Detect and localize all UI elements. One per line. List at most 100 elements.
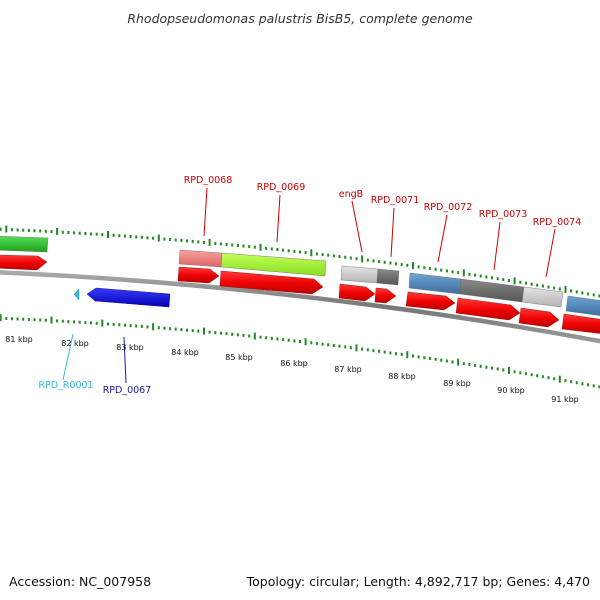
- major-tick: [564, 285, 567, 293]
- minor-tick: [16, 228, 19, 232]
- gene-label-rpd-0074[interactable]: RPD_0074: [533, 217, 582, 228]
- minor-tick: [355, 257, 358, 261]
- minor-tick: [530, 373, 533, 377]
- tick-label: 85 kbp: [225, 353, 253, 362]
- minor-tick: [225, 332, 228, 336]
- minor-tick: [372, 259, 375, 263]
- minor-tick: [513, 370, 516, 374]
- minor-tick: [575, 290, 578, 294]
- gene-label-rpd-0068[interactable]: RPD_0068: [184, 175, 233, 186]
- cds-arrow: [518, 307, 560, 328]
- minor-tick: [157, 326, 160, 330]
- minor-tick: [558, 287, 561, 291]
- minor-tick: [434, 357, 437, 361]
- minor-tick: [27, 318, 30, 321]
- minor-tick: [219, 331, 222, 335]
- minor-tick: [587, 383, 590, 387]
- minor-tick: [248, 245, 251, 249]
- minor-tick: [186, 328, 188, 332]
- minor-tick: [349, 256, 352, 260]
- tick-label: 83 kbp: [116, 343, 144, 352]
- minor-tick: [524, 281, 527, 285]
- minor-tick: [434, 267, 437, 271]
- minor-tick: [174, 238, 177, 242]
- minor-tick: [27, 229, 30, 232]
- gene-label-rpd-0072[interactable]: RPD_0072: [424, 202, 473, 213]
- major-tick: [259, 243, 262, 251]
- minor-tick: [327, 343, 330, 347]
- major-tick: [406, 351, 409, 359]
- gene-label-rpd-0067[interactable]: RPD_0067: [103, 385, 152, 396]
- minor-tick: [491, 276, 493, 280]
- tick-label: 87 kbp: [334, 365, 362, 374]
- minor-tick: [395, 262, 397, 266]
- minor-tick: [231, 332, 234, 336]
- minor-tick: [502, 368, 505, 372]
- minor-tick: [208, 330, 211, 334]
- minor-tick: [587, 292, 590, 296]
- minor-tick: [344, 255, 347, 259]
- minor-tick: [90, 321, 92, 325]
- minor-tick: [231, 243, 234, 247]
- gene-steel-rpd-0072: [408, 272, 462, 295]
- minor-tick: [129, 324, 132, 328]
- minor-tick: [383, 350, 386, 354]
- minor-tick: [519, 371, 522, 375]
- minor-tick: [78, 231, 81, 235]
- leader-rpd-0069: [276, 194, 281, 243]
- minor-tick: [33, 318, 36, 322]
- minor-tick: [564, 379, 567, 383]
- minor-tick: [479, 274, 482, 278]
- minor-tick: [242, 333, 245, 337]
- upper-leader-lines: [203, 187, 556, 278]
- minor-tick: [338, 344, 341, 348]
- gene-label-rpd-0069[interactable]: RPD_0069: [257, 182, 306, 193]
- minor-tick: [592, 293, 595, 297]
- minor-tick: [327, 253, 330, 257]
- minor-tick: [265, 246, 268, 250]
- minor-tick: [123, 234, 126, 238]
- leader-engb: [351, 200, 363, 253]
- minor-tick: [191, 239, 194, 243]
- minor-tick: [10, 228, 13, 232]
- minor-tick: [95, 232, 98, 236]
- major-tick: [5, 225, 8, 233]
- minor-tick: [406, 263, 409, 267]
- minor-tick: [479, 364, 482, 368]
- gene-grey-engb: [340, 265, 379, 284]
- major-tick: [508, 366, 510, 374]
- cds-arrow: [177, 266, 220, 284]
- minor-tick: [56, 319, 59, 323]
- gene-label-rpd-0073[interactable]: RPD_0073: [479, 209, 528, 220]
- minor-tick: [299, 250, 301, 254]
- major-tick: [208, 238, 211, 246]
- minor-tick: [5, 317, 8, 320]
- gene-label-rpd-r0001[interactable]: RPD_R0001: [38, 380, 93, 391]
- tick-labels: 81 kbp 82 kbp 83 kbp 84 kbp 85 kbp 86 kb…: [5, 335, 579, 404]
- gene-grey-rpd-0074: [521, 286, 564, 308]
- minor-tick: [44, 318, 47, 322]
- gene-label-rpd-0071[interactable]: RPD_0071: [371, 195, 420, 206]
- minor-tick: [423, 356, 426, 360]
- leader-rpd-0073: [493, 221, 501, 271]
- minor-tick: [304, 251, 307, 255]
- genome-stats-text: Topology: circular; Length: 4,892,717 bp…: [246, 574, 590, 589]
- minor-tick: [135, 324, 138, 328]
- minor-tick: [474, 363, 477, 367]
- cds-arrow: [561, 313, 600, 334]
- minor-tick: [270, 336, 273, 340]
- genome-backbone: [0, 270, 600, 344]
- minor-tick: [101, 233, 104, 237]
- gene-pink-rpd-0068: [178, 249, 223, 268]
- major-tick: [310, 249, 313, 257]
- minor-tick: [598, 385, 600, 389]
- gene-label-engb[interactable]: engB: [339, 189, 363, 200]
- minor-tick: [276, 337, 279, 341]
- minor-tick: [242, 244, 245, 248]
- minor-tick: [214, 241, 217, 245]
- minor-tick: [310, 341, 313, 345]
- minor-tick: [169, 238, 172, 241]
- minor-tick: [197, 240, 200, 244]
- tick-label: 81 kbp: [5, 335, 33, 344]
- major-tick: [0, 314, 2, 322]
